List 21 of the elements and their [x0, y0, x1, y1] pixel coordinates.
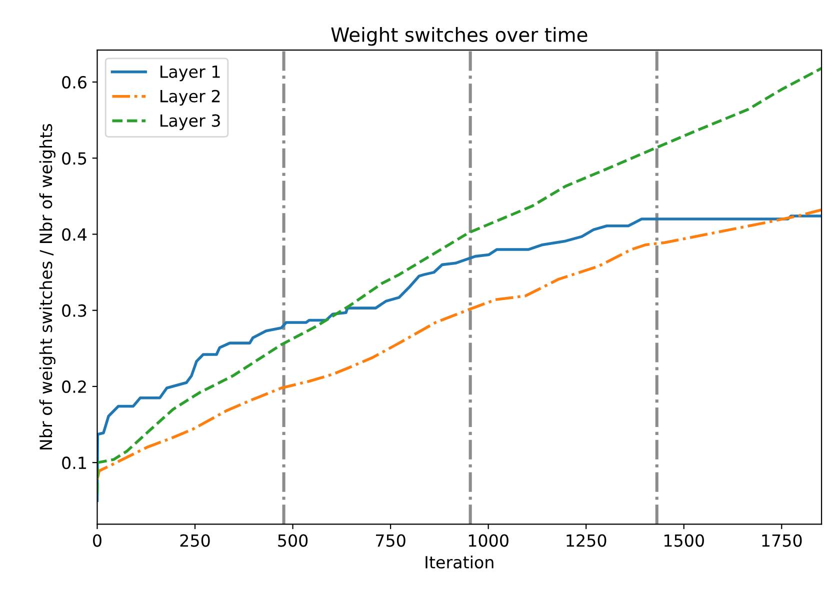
- y-tick-label: 0.5: [62, 152, 86, 165]
- x-tick-label: 1750: [762, 534, 802, 547]
- x-tick-label: 1000: [468, 534, 508, 547]
- y-tick-label: 0.4: [62, 228, 87, 241]
- y-axis-title: Nbr of weight switches / Nbr of weights: [39, 124, 56, 450]
- chart-title: Weight switches over time: [331, 26, 588, 46]
- x-tick-label: 250: [180, 534, 210, 547]
- legend-label: Layer 2: [160, 90, 220, 106]
- legend-label: Layer 3: [160, 114, 220, 130]
- y-tick-label: 0.6: [62, 76, 86, 89]
- y-tick-label: 0.3: [62, 304, 86, 317]
- x-axis-title: Iteration: [426, 556, 494, 569]
- line-series: [97, 66, 822, 494]
- y-tick-label: 0.1: [62, 456, 86, 470]
- x-tick-label: 500: [278, 534, 308, 547]
- x-tick-label: 750: [376, 534, 406, 547]
- x-tick-label: 0: [93, 534, 102, 547]
- x-tick-label: 1500: [664, 534, 704, 547]
- y-tick-label: 0.2: [62, 380, 86, 394]
- legend-label: Layer 1: [160, 66, 220, 82]
- x-tick-label: 1250: [566, 534, 606, 547]
